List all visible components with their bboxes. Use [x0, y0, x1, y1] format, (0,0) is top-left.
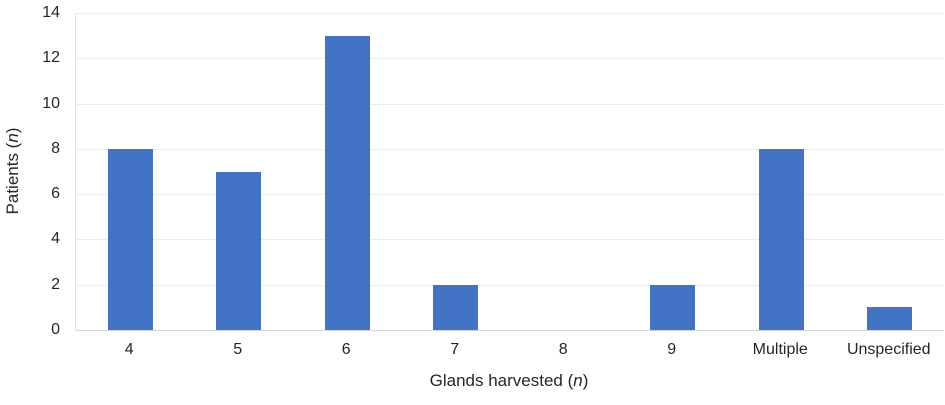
- x-tick-label-9: 9: [667, 341, 677, 358]
- x-axis-title-italic-n: n: [573, 371, 583, 390]
- y-tick-label: 0: [51, 321, 60, 338]
- x-axis-title-text: Glands harvested (: [429, 371, 574, 390]
- gridline-y-14: [76, 13, 944, 14]
- gridline-y-6: [76, 194, 944, 196]
- y-tick-label: 14: [42, 4, 60, 21]
- y-axis-title-close: ): [3, 127, 22, 134]
- bar-5: [216, 171, 262, 330]
- bar-7: [433, 284, 479, 330]
- y-tick-label: 6: [51, 185, 60, 203]
- bar-9: [650, 284, 696, 330]
- x-tick-label-7: 7: [450, 341, 460, 358]
- bar-6: [324, 35, 370, 330]
- x-axis-line: [76, 330, 944, 331]
- x-tick-label-8: 8: [558, 341, 568, 358]
- y-tick-label: 10: [42, 94, 60, 112]
- x-tick-label-4: 4: [124, 341, 134, 358]
- plot-area: [75, 13, 944, 331]
- x-tick-label-5: 5: [233, 341, 243, 358]
- x-axis-title: Glands harvested (n): [75, 371, 943, 391]
- gridline-y-8: [76, 148, 944, 150]
- gridline-y-4: [76, 239, 944, 241]
- y-tick-label: 4: [51, 230, 60, 248]
- bar-4: [107, 148, 153, 330]
- gridline-y-12: [76, 58, 944, 60]
- y-tick-label: 12: [42, 49, 60, 67]
- gridline-y-10: [76, 103, 944, 105]
- y-tick-label: 8: [51, 139, 60, 157]
- x-tick-label-Multiple: Multiple: [752, 341, 808, 358]
- gridline-y-2: [76, 284, 944, 286]
- x-tick-label-6: 6: [341, 341, 351, 358]
- bar-Multiple: [758, 148, 804, 330]
- x-axis-title-close: ): [582, 371, 589, 390]
- y-tick-label: 2: [51, 275, 60, 293]
- bar-Unspecified: [867, 307, 913, 330]
- x-tick-label-Unspecified: Unspecified: [846, 341, 931, 358]
